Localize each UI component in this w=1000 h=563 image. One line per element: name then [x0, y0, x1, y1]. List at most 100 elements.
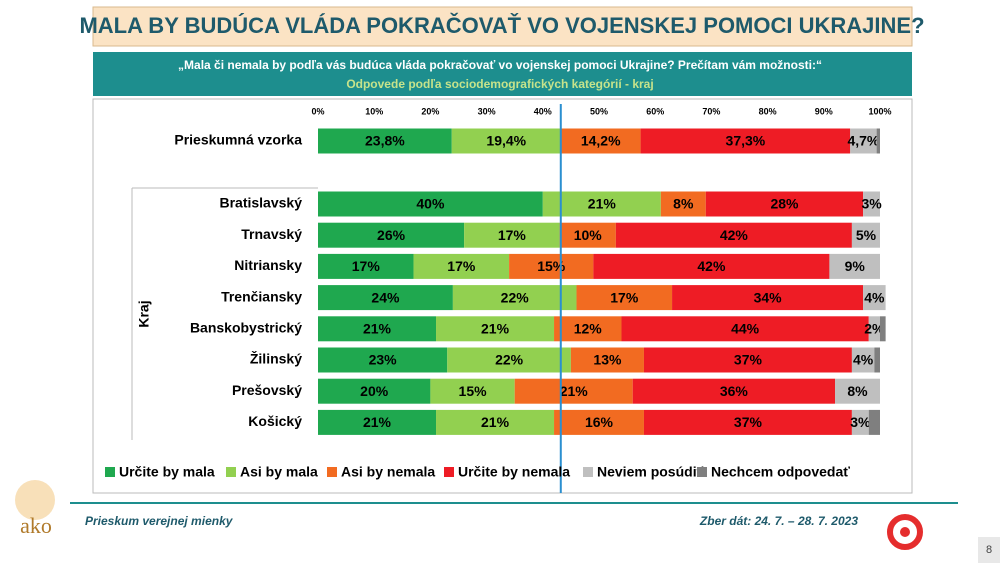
x-tick-label: 60% — [646, 106, 664, 116]
value-label: 9% — [845, 258, 866, 274]
legend-label: Určite by nemala — [458, 464, 570, 480]
bar-segment — [874, 347, 880, 373]
bar-segment — [850, 128, 877, 154]
bar-segment — [829, 253, 880, 279]
bar-segment — [318, 222, 465, 248]
x-tick-label: 40% — [534, 106, 552, 116]
subtitle: Odpovede podľa sociodemografických kateg… — [346, 77, 653, 91]
bar-segment — [318, 285, 453, 311]
bar-segment — [318, 347, 448, 373]
legend-label: Neviem posúdiť — [597, 464, 704, 480]
bar-segment — [430, 378, 515, 404]
bar-segment — [318, 128, 452, 154]
value-label: 17% — [610, 289, 639, 305]
bar-segment — [851, 222, 880, 248]
bar-segment — [559, 222, 616, 248]
value-label: 8% — [847, 383, 868, 399]
value-label: 19,4% — [486, 133, 526, 149]
legend-swatch — [327, 467, 337, 477]
bar-segment — [640, 128, 851, 154]
x-tick-label: 0% — [311, 106, 324, 116]
bar-segment — [863, 191, 880, 217]
bar-segment — [318, 191, 543, 217]
value-label: 17% — [447, 258, 476, 274]
bar-segment — [615, 222, 852, 248]
x-tick-label: 100% — [868, 106, 891, 116]
value-label: 22% — [501, 289, 530, 305]
footer-dates: Zber dát: 24. 7. – 28. 7. 2023 — [699, 514, 858, 528]
value-label: 34% — [754, 289, 783, 305]
legend-label: Asi by nemala — [341, 464, 435, 480]
bar-segment — [451, 128, 561, 154]
value-label: 14,2% — [581, 133, 621, 149]
value-label: 37,3% — [726, 133, 766, 149]
value-label: 4% — [864, 289, 885, 305]
value-label: 21% — [588, 196, 617, 212]
category-label: Prieskumná vzorka — [174, 132, 302, 148]
value-label: 42% — [720, 227, 749, 243]
bar-segment — [621, 316, 869, 342]
bar-segment — [464, 222, 560, 248]
value-label: 22% — [495, 352, 524, 368]
x-tick-label: 10% — [365, 106, 383, 116]
value-label: 42% — [697, 258, 726, 274]
bar-segment — [514, 378, 633, 404]
legend-swatch — [697, 467, 707, 477]
legend-label: Nechcem odpovedať — [711, 464, 850, 480]
value-label: 3% — [850, 414, 871, 430]
value-label: 4,7% — [847, 133, 879, 149]
x-tick-label: 50% — [590, 106, 608, 116]
bar-segment — [868, 316, 880, 342]
bar-segment — [876, 128, 880, 154]
title-box — [92, 6, 913, 47]
category-label: Trenčiansky — [221, 288, 302, 304]
category-label: Žilinský — [250, 350, 302, 367]
page-box — [978, 537, 1000, 563]
bar-segment — [318, 409, 437, 435]
title: MALA BY BUDÚCA VLÁDA POKRAČOVAŤ VO VOJEN… — [79, 13, 924, 38]
brand-dot — [900, 527, 910, 537]
bar-segment — [705, 191, 864, 217]
legend-swatch — [226, 467, 236, 477]
value-label: 5% — [856, 227, 877, 243]
plot: 0% 10% 20% 30% 40% 50% 60% 70% 80% 90% 100% Priesku… — [105, 104, 892, 493]
category-label: Banskobystrický — [190, 320, 302, 336]
bar-segment — [413, 253, 510, 279]
bar-segment — [436, 316, 555, 342]
value-label: 28% — [770, 196, 799, 212]
legend-swatch — [583, 467, 593, 477]
bar-segment — [643, 409, 852, 435]
y-axis-label: Kraj — [136, 300, 152, 327]
legend-label: Asi by mala — [240, 464, 318, 480]
value-label: 15% — [537, 258, 566, 274]
question: „Mala či nemala by podľa vás budúca vlád… — [178, 58, 822, 72]
value-label: 20% — [360, 383, 389, 399]
value-label: 44% — [731, 321, 760, 337]
value-label: 24% — [371, 289, 400, 305]
bar-segment — [554, 316, 622, 342]
page-number: 8 — [986, 544, 992, 556]
x-tick-label: 70% — [702, 106, 720, 116]
value-label: 3% — [861, 196, 882, 212]
x-tick-label: 90% — [815, 106, 833, 116]
value-label: 15% — [459, 383, 488, 399]
value-label: 12% — [574, 321, 603, 337]
x-tick-label: 20% — [421, 106, 439, 116]
footer-survey: Prieskum verejnej mienky — [85, 514, 234, 528]
value-label: 23,8% — [365, 133, 405, 149]
bar-segment — [851, 347, 875, 373]
bar-segment — [560, 128, 641, 154]
value-label: 21% — [481, 414, 510, 430]
bar-segment — [542, 191, 661, 217]
category-label: Prešovský — [232, 382, 302, 398]
category-label: Bratislavský — [219, 195, 302, 211]
bar-segment — [851, 409, 869, 435]
bar-segment — [643, 347, 852, 373]
value-label: 21% — [481, 321, 510, 337]
value-label: 21% — [363, 414, 392, 430]
bar-segment — [880, 316, 886, 342]
bar-segment — [576, 285, 673, 311]
value-label: 2% — [864, 321, 885, 337]
value-label: 37% — [734, 352, 763, 368]
